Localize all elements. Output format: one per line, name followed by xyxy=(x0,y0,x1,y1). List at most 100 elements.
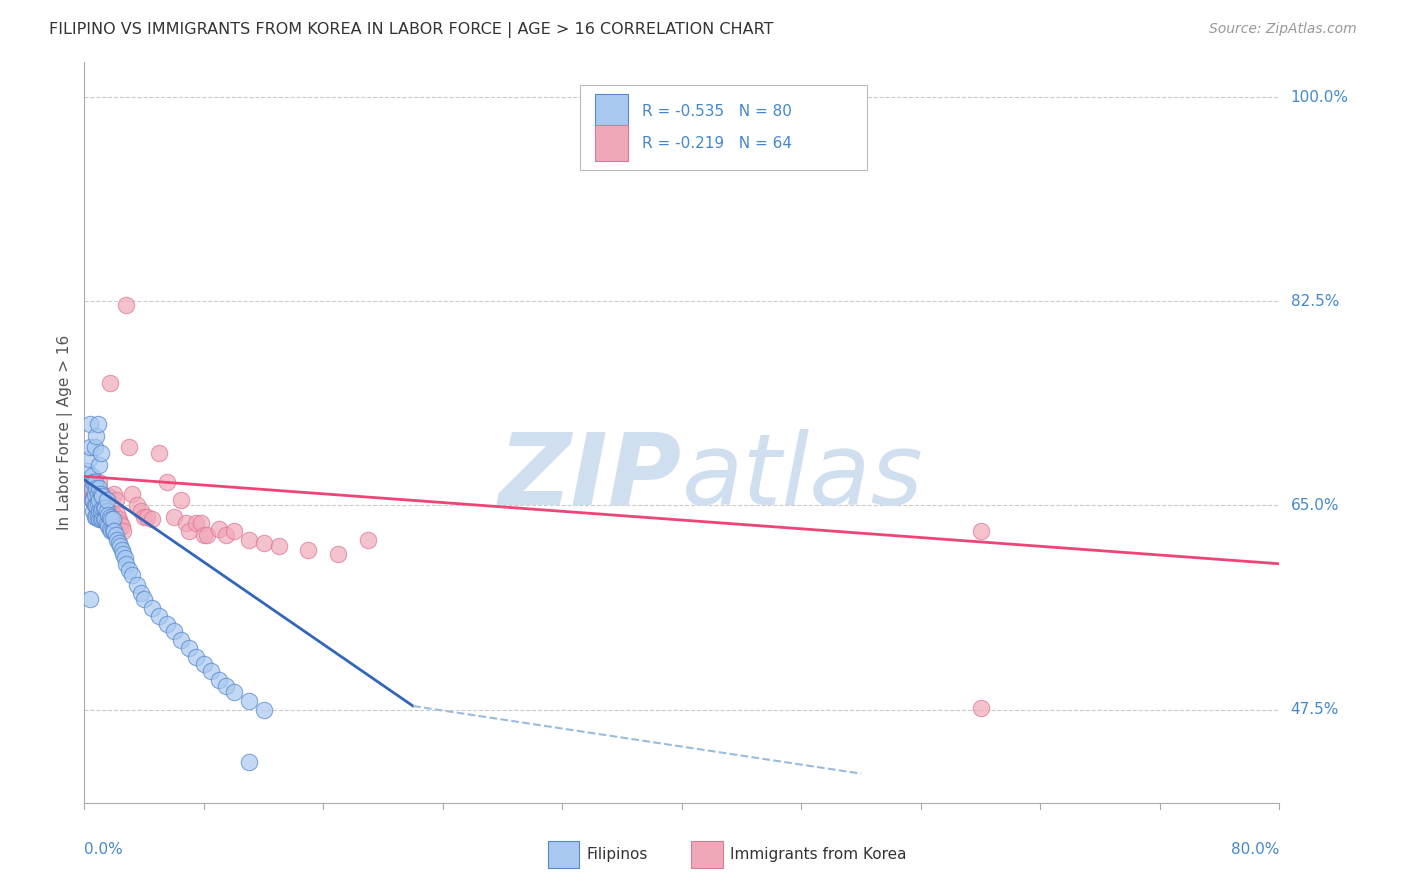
Point xyxy=(87,496,110,510)
Point xyxy=(253,536,276,550)
Point xyxy=(267,539,290,553)
Point xyxy=(89,481,111,495)
Point xyxy=(112,548,135,562)
Point xyxy=(91,489,114,503)
Point xyxy=(83,510,105,524)
Point xyxy=(89,512,111,526)
Bar xyxy=(692,841,723,868)
Point xyxy=(79,591,101,606)
Point xyxy=(101,524,124,538)
Y-axis label: In Labor Force | Age > 16: In Labor Force | Age > 16 xyxy=(58,335,73,530)
Point xyxy=(79,417,101,431)
Point xyxy=(121,568,143,582)
Point xyxy=(93,512,115,526)
Point xyxy=(970,701,993,715)
Point xyxy=(101,507,124,521)
Point xyxy=(87,487,110,501)
Point xyxy=(86,484,108,499)
Point xyxy=(94,504,117,518)
Point xyxy=(200,664,222,678)
Bar xyxy=(595,126,628,161)
Point xyxy=(111,519,134,533)
Point xyxy=(89,487,111,501)
Point xyxy=(104,492,127,507)
Point xyxy=(115,557,138,571)
Point xyxy=(97,519,120,533)
Point xyxy=(100,507,122,521)
Point xyxy=(96,504,118,518)
Point xyxy=(118,440,141,454)
Text: 100.0%: 100.0% xyxy=(1291,90,1348,105)
Point xyxy=(90,487,112,501)
Text: Filipinos: Filipinos xyxy=(586,847,648,863)
Point xyxy=(96,516,118,530)
Point xyxy=(222,524,245,538)
Point xyxy=(93,500,115,515)
Text: Immigrants from Korea: Immigrants from Korea xyxy=(730,847,907,863)
Text: atlas: atlas xyxy=(682,428,924,525)
Point xyxy=(77,451,100,466)
Point xyxy=(970,524,993,538)
Point xyxy=(77,487,100,501)
Point xyxy=(103,487,125,501)
Point xyxy=(90,504,112,518)
Point xyxy=(111,542,134,557)
Point xyxy=(177,524,200,538)
Bar xyxy=(595,94,628,129)
Point xyxy=(115,298,138,312)
Point xyxy=(82,492,104,507)
Point xyxy=(163,624,186,639)
Bar xyxy=(548,841,579,868)
Point xyxy=(94,512,117,526)
Point xyxy=(86,499,108,513)
Point xyxy=(105,507,128,521)
Point xyxy=(96,492,118,507)
Point xyxy=(328,548,350,562)
Point xyxy=(93,500,115,515)
Point xyxy=(83,487,105,501)
Bar xyxy=(581,85,868,169)
Point xyxy=(148,446,170,460)
Point xyxy=(98,522,121,536)
Point xyxy=(87,510,110,524)
Point xyxy=(101,512,124,526)
Point xyxy=(174,516,197,530)
Point xyxy=(136,510,159,524)
Point xyxy=(90,512,112,526)
Point xyxy=(90,500,112,515)
Point xyxy=(118,563,141,577)
Point xyxy=(76,463,98,477)
Point xyxy=(98,510,121,524)
Text: 0.0%: 0.0% xyxy=(84,842,124,856)
Point xyxy=(193,657,215,671)
Point xyxy=(107,512,129,526)
Point xyxy=(177,640,200,655)
Point xyxy=(97,504,120,518)
Point xyxy=(97,489,120,503)
Point xyxy=(357,533,380,548)
Text: ZIP: ZIP xyxy=(499,428,682,525)
Text: FILIPINO VS IMMIGRANTS FROM KOREA IN LABOR FORCE | AGE > 16 CORRELATION CHART: FILIPINO VS IMMIGRANTS FROM KOREA IN LAB… xyxy=(49,22,773,38)
Point xyxy=(238,694,260,708)
Point xyxy=(155,475,177,490)
Point xyxy=(83,440,105,454)
Point xyxy=(186,650,208,665)
Point xyxy=(193,527,215,541)
Point xyxy=(89,504,111,518)
Point xyxy=(82,489,104,503)
Point xyxy=(86,499,108,513)
Point xyxy=(100,524,122,538)
Point xyxy=(83,484,105,499)
Point xyxy=(82,477,104,491)
Point xyxy=(112,524,135,538)
Point xyxy=(82,504,104,518)
Point xyxy=(170,492,193,507)
Point xyxy=(155,617,177,632)
Point xyxy=(222,685,245,699)
Point xyxy=(141,512,163,526)
Point xyxy=(297,542,319,557)
Point xyxy=(253,702,276,716)
Point xyxy=(87,499,110,513)
Text: R = -0.535   N = 80: R = -0.535 N = 80 xyxy=(643,103,793,119)
Point xyxy=(90,487,112,501)
